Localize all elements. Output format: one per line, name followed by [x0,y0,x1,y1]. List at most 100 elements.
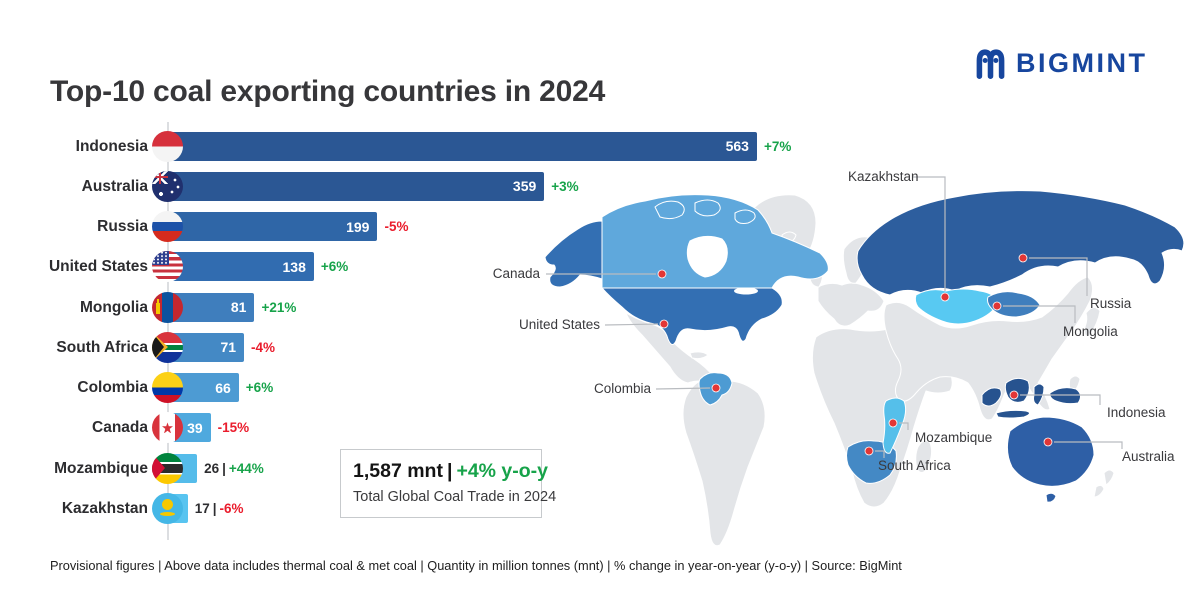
chart-axis-line [167,122,169,540]
value-separator: | [212,501,217,517]
bar-row: United States 138 +6% [0,251,820,283]
change-label: -4% [251,339,276,355]
leader-line [1029,257,1088,296]
leader-line [875,450,885,458]
bigmint-logo-text: BIGMINT [1016,47,1148,78]
bar: 199 [170,212,378,242]
map-country-label: Indonesia [1107,405,1166,420]
change-label: -5% [384,219,409,235]
map-java [995,409,1030,419]
map-canada-island-3 [734,209,756,224]
south-africa-flag-icon [152,331,183,363]
bar-row: Mozambique 26 | +44% [0,452,820,484]
country-label: Canada [92,419,148,437]
russia-flag-icon [152,211,183,243]
bar-value: 138 [282,258,306,275]
bigmint-logo-icon [972,42,1009,84]
bar-value: 39 [187,419,203,436]
map-marker-dot [1018,253,1028,263]
map-marker-dot [940,292,950,302]
bar-value: 563 [725,138,749,154]
map-canada-island-2 [694,199,721,217]
map-marker-dot [1043,437,1053,447]
change-label: -6% [219,501,244,517]
leader-line [604,323,659,326]
total-trade-headline: 1,587 mnt | +4% y-o-y [353,460,548,483]
leader-line [1003,305,1076,323]
leader-line [1020,394,1101,405]
leader-line [912,176,946,291]
change-label: +6% [245,380,274,396]
map-country-label: United States [519,317,600,332]
bar-value: 26 [204,460,220,476]
map-canada-island-1 [654,200,685,220]
total-trade-change: +4% y-o-y [456,460,549,482]
map-borneo [1004,377,1030,403]
country-label: Kazakhstan [61,500,148,518]
page-title: Top-10 coal exporting countries in 2024 [50,75,606,109]
total-trade-subtitle: Total Global Coal Trade in 2024 [353,489,557,505]
map-japan [1084,307,1101,337]
map-russia [856,190,1185,296]
bar-value-group: 17 | -6% [195,493,244,524]
change-label: -15% [217,420,250,436]
bar: 563 [170,131,757,161]
map-europe [817,282,885,327]
bar-row: Kazakhstan 17 | -6% [0,493,820,525]
world-map: Canada United States Colombia Kazakhstan Rus… [450,155,1200,555]
map-marker-dot [864,446,874,456]
map-marker-dot [659,319,669,329]
bar-row: Mongolia 81 +21% [0,291,820,323]
bar-row: Russia 199 -5% [0,211,820,243]
bar-value: 359 [512,178,537,195]
bar: 138 [170,252,314,282]
map-country-label: Mozambique [915,430,992,445]
country-label: Russia [97,218,148,236]
total-trade-separator: | [446,460,453,482]
map-country-label: South Africa [878,458,951,473]
bar: 359 [170,171,545,201]
map-marker-dot [1009,390,1019,400]
map-tasmania [1045,492,1057,503]
country-label: Mozambique [54,459,148,477]
total-trade-value: 1,587 mnt [353,460,443,482]
leader-line [655,387,711,390]
map-alaska [544,220,603,288]
mongolia-flag-icon [152,291,183,323]
change-label: +7% [763,138,792,154]
map-new-zealand [1103,469,1115,486]
bar-value: 199 [346,218,370,235]
country-label: Australia [81,177,148,195]
map-country-label: Colombia [594,381,652,396]
change-label: +44% [228,460,264,476]
bar-row: Indonesia 563 +7% [0,130,820,162]
map-sumatra [981,387,1002,407]
mozambique-flag-icon [152,452,183,484]
map-great-lakes [734,287,758,295]
map-country-label: Australia [1122,449,1175,464]
map-cuba [689,351,709,360]
change-label: +21% [261,299,297,315]
canada-flag-icon [152,412,183,444]
map-country-label: Mongolia [1063,324,1118,339]
bar-row: Colombia 66 +6% [0,372,820,404]
indonesia-flag-icon [152,130,183,162]
bar-row: South Africa 71 -4% [0,331,820,363]
map-hudson-bay [686,235,728,278]
total-trade-box: 1,587 mnt | +4% y-o-y Total Global Coal Tr… [340,449,557,518]
map-new-guinea [1049,387,1082,405]
change-label: +3% [551,178,579,194]
map-country-label: Kazakhstan [848,169,919,184]
bar-value: 81 [230,299,247,316]
leader-line [899,422,909,430]
kazakhstan-flag-icon [152,493,183,525]
map-australia [1006,416,1095,487]
bar-value: 71 [220,339,237,356]
bar: 81 [170,292,255,322]
map-south-america [682,377,766,547]
bar-value: 66 [215,379,231,396]
map-marker-dot [888,418,898,428]
leader-line [1054,441,1123,449]
map-marker-dot [657,269,667,279]
bar-value: 17 [194,501,210,517]
